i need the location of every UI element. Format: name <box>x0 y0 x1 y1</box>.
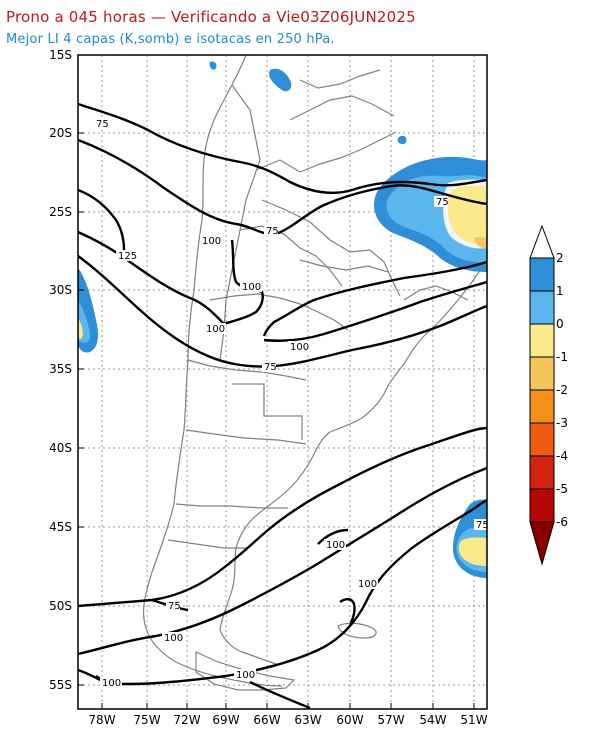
colorbar-box <box>529 290 555 325</box>
lon-label: 75W <box>133 713 160 727</box>
svg-text:100: 100 <box>242 282 261 293</box>
lat-label: 40S <box>49 441 72 455</box>
lon-label: 57W <box>377 713 404 727</box>
colorbar-label: -5 <box>556 482 568 496</box>
svg-text:100: 100 <box>164 633 183 644</box>
colorbar-top-triangle <box>529 224 555 259</box>
svg-text:75: 75 <box>266 226 279 237</box>
colorbar-label: 1 <box>556 284 564 298</box>
colorbar-label: -4 <box>556 449 568 463</box>
colorbar-box <box>529 389 555 424</box>
svg-text:75: 75 <box>476 520 489 531</box>
lon-label: 78W <box>88 713 115 727</box>
lat-label: 55S <box>49 678 72 692</box>
svg-text:100: 100 <box>202 236 221 247</box>
colorbar-box <box>529 323 555 358</box>
lat-label: 50S <box>49 599 72 613</box>
svg-text:75: 75 <box>264 362 277 373</box>
svg-text:125: 125 <box>118 251 137 262</box>
colorbar-label: 0 <box>556 317 564 331</box>
colorbar-label: -2 <box>556 383 568 397</box>
lat-label: 25S <box>49 205 72 219</box>
colorbar-labels: 2 1 0 -1 -2 -3 -4 -5 -6 <box>556 251 568 529</box>
colorbar-box <box>529 422 555 457</box>
colorbar-box <box>529 257 555 292</box>
lifted-index-shading-west <box>78 268 98 353</box>
lon-label: 69W <box>212 713 239 727</box>
svg-text:75: 75 <box>436 197 449 208</box>
svg-text:100: 100 <box>206 324 225 335</box>
map-subtitle: Mejor LI 4 capas (K,somb) e isotacas en … <box>6 32 335 47</box>
map-background <box>78 55 487 709</box>
svg-text:75: 75 <box>168 601 181 612</box>
isotach-labels: 75 75 75 75 75 75 100 100 100 100 100 10… <box>94 118 489 689</box>
lon-label: 63W <box>294 713 321 727</box>
longitude-labels: 78W 75W 72W 69W 66W 63W 60W 57W 54W 51W <box>88 713 487 727</box>
colorbar-label: -3 <box>556 416 568 430</box>
svg-text:100: 100 <box>290 342 309 353</box>
svg-text:100: 100 <box>326 540 345 551</box>
lat-label: 45S <box>49 520 72 534</box>
coastlines-and-borders <box>142 55 487 691</box>
colorbar-label: -1 <box>556 350 568 364</box>
colorbar-box <box>529 488 555 523</box>
lat-label: 35S <box>49 362 72 376</box>
svg-text:100: 100 <box>236 670 255 681</box>
axis-ticks <box>78 54 475 709</box>
colorbar-label: 2 <box>556 251 564 265</box>
svg-text:75: 75 <box>96 119 109 130</box>
map-grid <box>78 55 487 709</box>
colorbar-label: -6 <box>556 515 568 529</box>
lat-label: 20S <box>49 126 72 140</box>
colorbar-box <box>529 356 555 391</box>
map-title: Prono a 045 horas — Verificando a Vie03Z… <box>6 8 416 26</box>
svg-text:100: 100 <box>358 579 377 590</box>
lon-label: 72W <box>173 713 200 727</box>
colorbar: 2 1 0 -1 -2 -3 -4 -5 -6 <box>529 224 568 566</box>
svg-text:100: 100 <box>102 678 121 689</box>
lon-label: 54W <box>419 713 446 727</box>
lon-label: 60W <box>336 713 363 727</box>
lat-label: 30S <box>49 283 72 297</box>
lon-label: 51W <box>460 713 487 727</box>
lon-label: 66W <box>253 713 280 727</box>
latitude-labels: 15S 20S 25S 30S 35S 40S 45S 50S 55S <box>49 48 72 692</box>
colorbar-box <box>529 455 555 490</box>
lat-label: 15S <box>49 48 72 62</box>
map-frame <box>77 54 488 710</box>
colorbar-bottom-triangle <box>529 521 555 566</box>
